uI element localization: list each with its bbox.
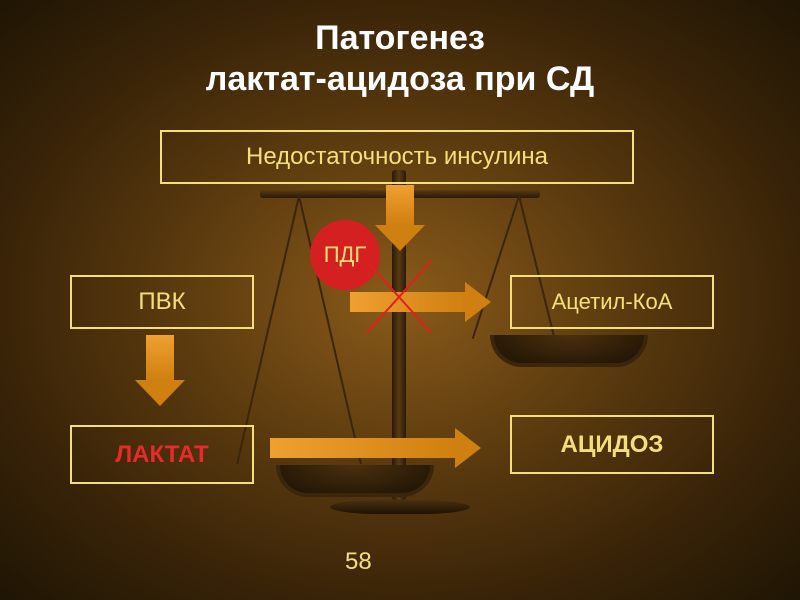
arrow-pvk-acetyl-head [465, 282, 491, 322]
scale-pan-left [276, 465, 434, 497]
box-acidosis: АЦИДОЗ [510, 415, 714, 474]
arrow-lactate-acidosis-head [455, 428, 481, 468]
box-insulin-label: Недостаточность инсулина [246, 143, 548, 171]
arrow-pvk-lactate-shaft [146, 335, 174, 380]
scale-hanger [236, 196, 300, 464]
box-acidosis-label: АЦИДОЗ [561, 431, 664, 459]
arrow-pvk-acetyl-shaft [350, 292, 465, 312]
slide-title: Патогенез лактат-ацидоза при СД [0, 18, 800, 100]
box-lactate-label: ЛАКТАТ [115, 441, 208, 469]
arrow-lactate-acidosis-shaft [270, 438, 455, 458]
arrow-insulin-down-head [375, 225, 425, 251]
scale-pan-right [490, 335, 648, 367]
arrow-pvk-lactate-head [135, 380, 185, 406]
slide: Патогенез лактат-ацидоза при СД Недостат… [0, 0, 800, 600]
box-lactate: ЛАКТАТ [70, 425, 254, 484]
circle-pdg-label: ПДГ [324, 243, 367, 266]
title-line1: Патогенез [315, 19, 485, 57]
scale-base [330, 500, 470, 514]
circle-pdg: ПДГ [310, 220, 380, 290]
box-acetyl-label: Ацетил-КоА [552, 289, 673, 315]
box-pvk-label: ПВК [138, 288, 185, 316]
box-pvk: ПВК [70, 275, 254, 329]
box-acetyl: Ацетил-КоА [510, 275, 714, 329]
title-line2: лактат-ацидоза при СД [206, 60, 594, 98]
page-number: 58 [345, 548, 372, 576]
arrow-insulin-down-shaft [386, 185, 414, 225]
box-insulin: Недостаточность инсулина [160, 130, 634, 184]
